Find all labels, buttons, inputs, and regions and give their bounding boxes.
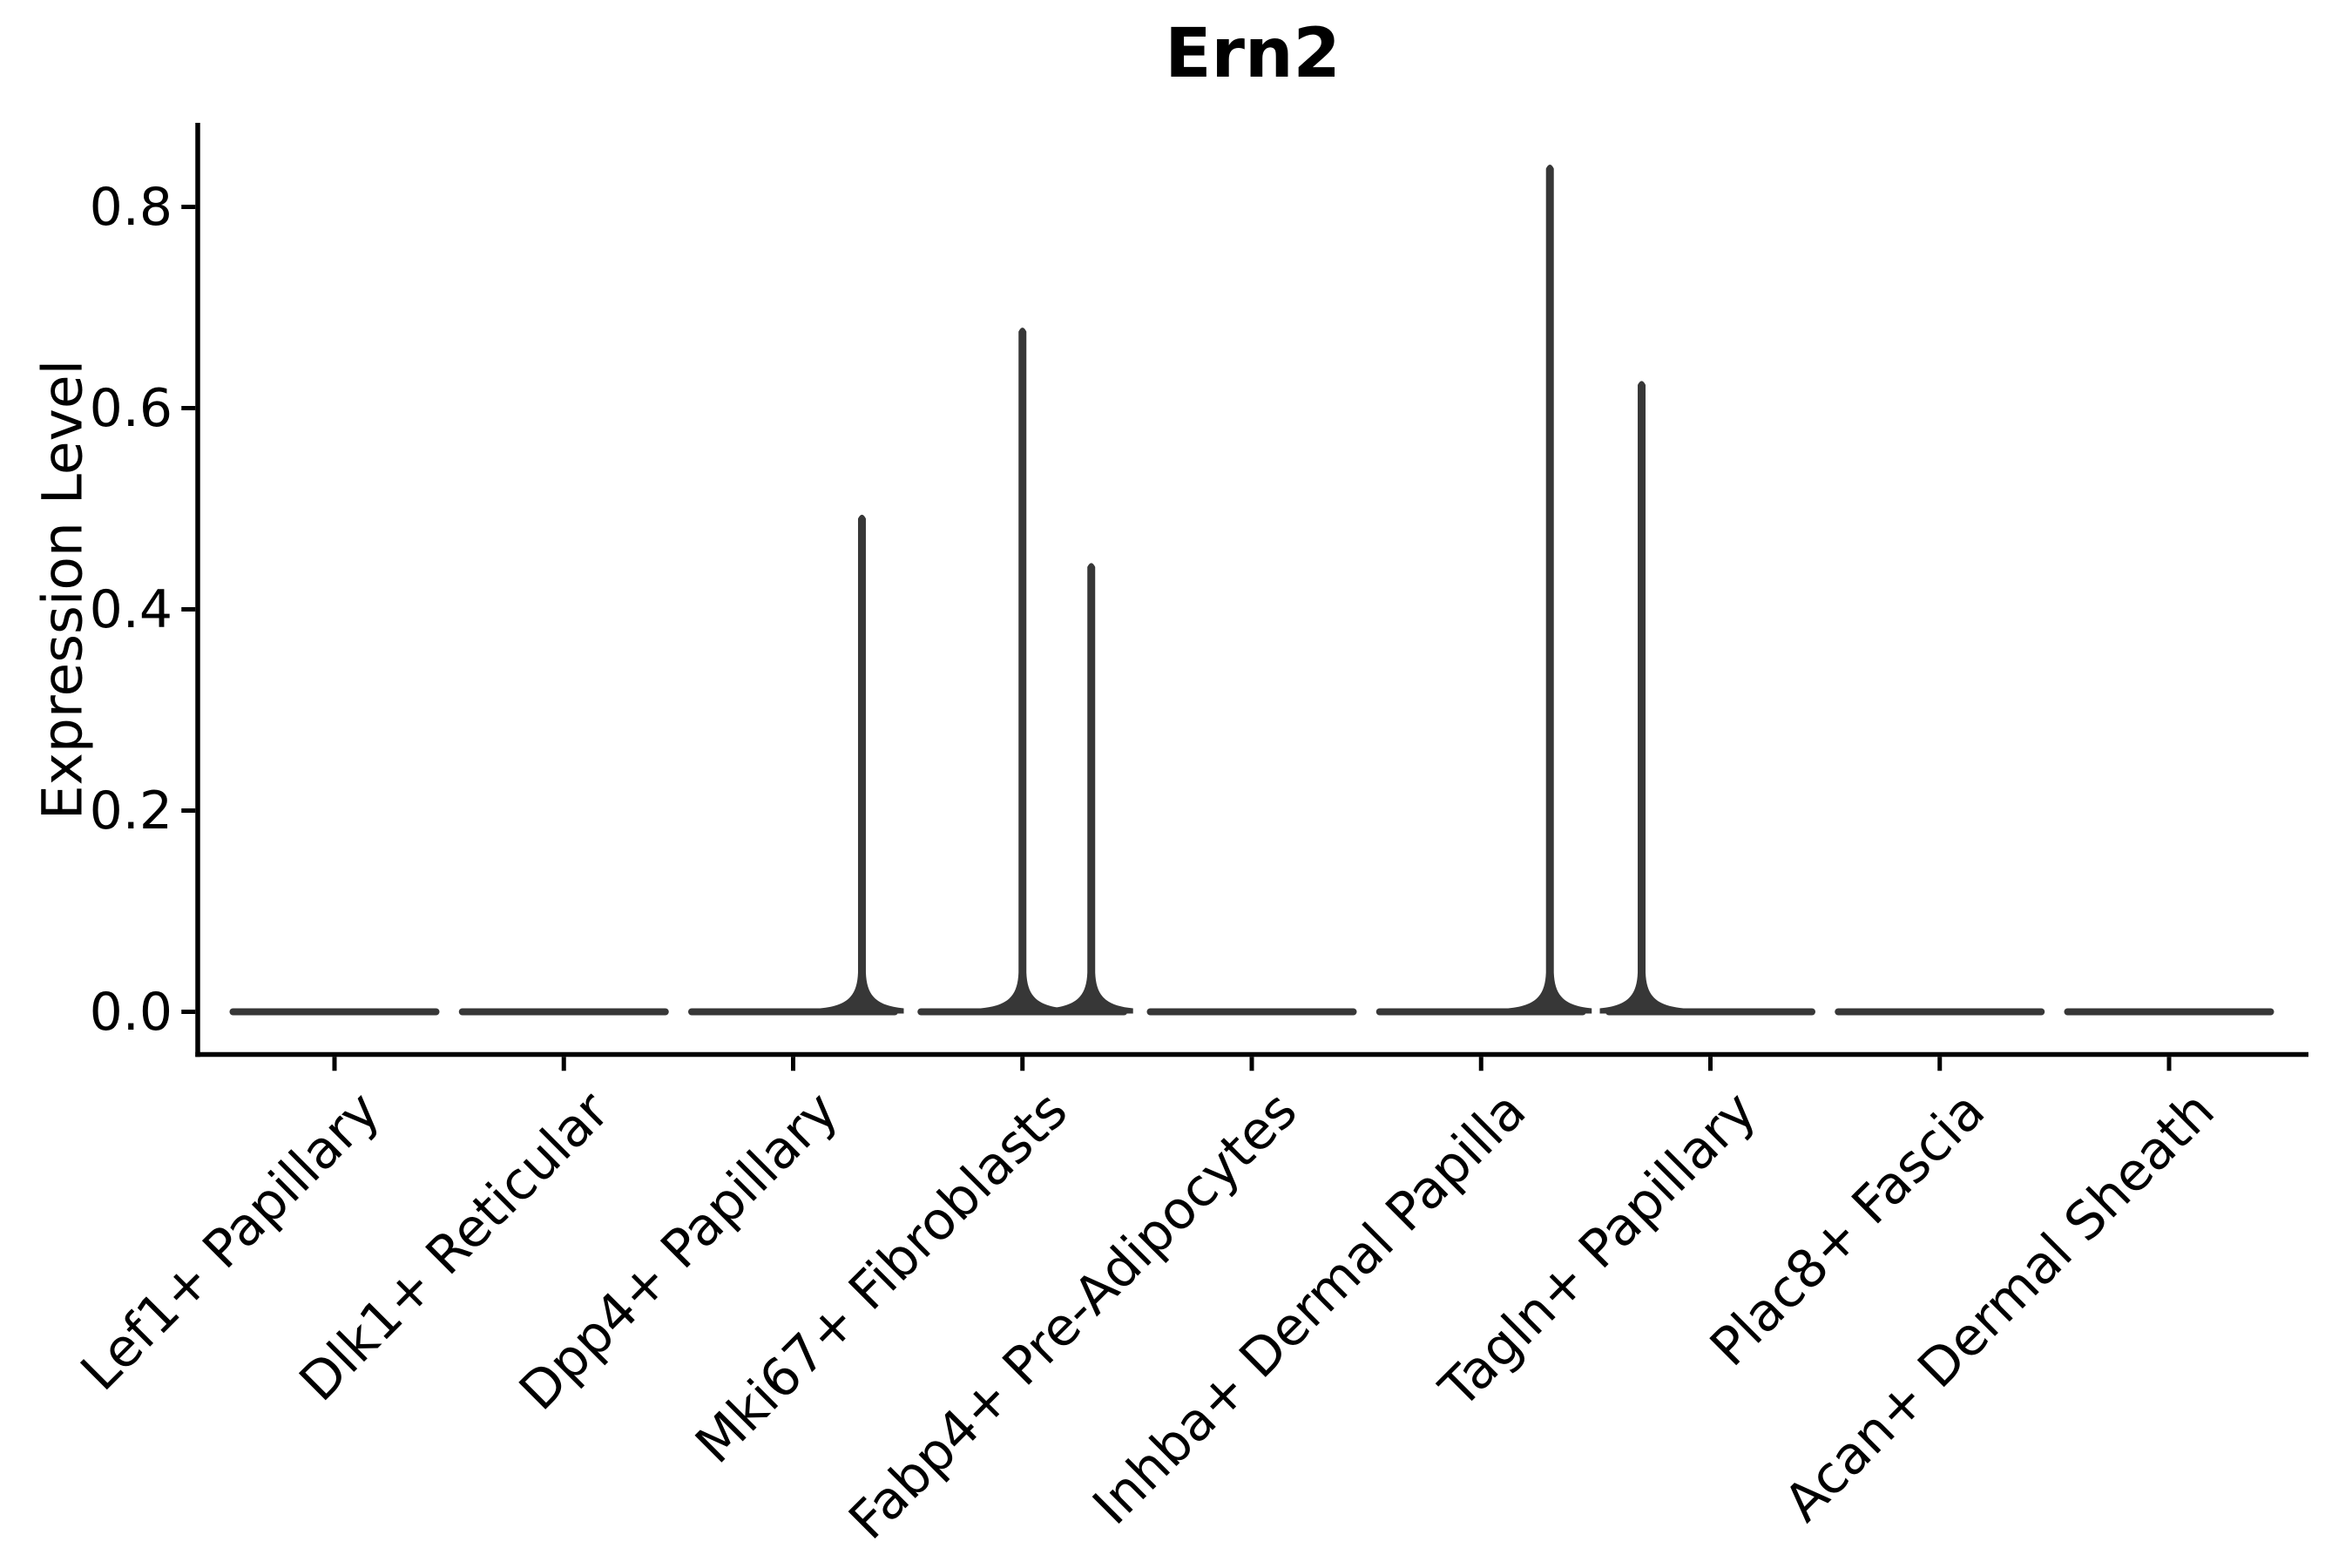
violin-body [229,1008,440,1016]
violin-body [1146,1008,1357,1016]
y-tick-label: 0.2 [89,780,172,841]
violin-body [917,1008,1128,1016]
y-tick-label: 0.8 [89,176,172,238]
violin-body [2064,1008,2274,1016]
violin-spike [820,514,904,1014]
violin-body [1375,1008,1586,1016]
y-tick-label: 0.0 [89,981,172,1043]
violin-body [458,1008,669,1016]
violin-body [1835,1008,2045,1016]
violin-body [1605,1008,1815,1016]
violin-spike [1049,563,1133,1014]
plot-title: Ern2 [1165,15,1341,93]
violin-spike [980,328,1064,1014]
violin-spike [1508,164,1592,1014]
y-tick-label: 0.4 [89,578,172,640]
y-tick-label: 0.6 [89,377,172,439]
violin-spike [1599,381,1684,1014]
violin-body [688,1008,898,1016]
